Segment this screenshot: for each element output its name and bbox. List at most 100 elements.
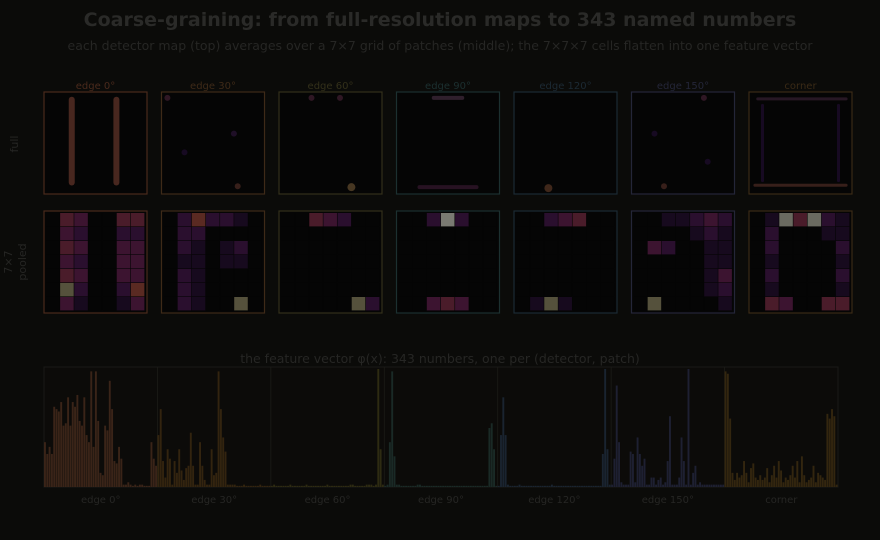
pooled-cell — [516, 269, 530, 283]
pooled-cell — [751, 227, 765, 241]
feature-bar — [759, 475, 762, 487]
pooled-cell — [765, 227, 779, 241]
feature-bar — [557, 485, 560, 487]
pooled-cell — [661, 283, 676, 297]
feature-bar — [490, 423, 493, 487]
pooled-cell — [220, 213, 234, 227]
pooled-cell — [586, 241, 601, 255]
feature-bar — [803, 475, 806, 487]
feature-bar — [291, 485, 294, 487]
pooled-cell — [821, 227, 836, 241]
pooled-cell — [835, 213, 850, 227]
pooled-cell — [248, 227, 262, 241]
feature-bar — [152, 458, 155, 487]
feature-bar — [606, 449, 609, 487]
pooled-cell — [205, 269, 220, 283]
pooled-cell — [281, 269, 295, 283]
pooled-cell — [572, 255, 587, 269]
feature-bar — [238, 485, 241, 487]
feature-bar — [729, 418, 732, 487]
feature-bar — [685, 484, 688, 487]
pooled-cell — [323, 227, 337, 241]
pooled-cell — [323, 269, 337, 283]
feature-bar — [828, 418, 831, 487]
feature-bar — [437, 485, 440, 487]
feature-bar — [530, 485, 533, 487]
pooled-cell — [365, 297, 380, 311]
feature-bar — [375, 484, 377, 487]
pooled-cell — [323, 255, 337, 269]
pooled-cell — [530, 297, 544, 311]
feature-bar — [541, 485, 544, 487]
map-blob — [661, 183, 667, 190]
pooled-cell — [647, 255, 662, 269]
feature-bar — [361, 485, 364, 487]
feature-bar — [546, 485, 549, 487]
feature-bar — [787, 479, 789, 487]
pooled-cell — [88, 297, 102, 311]
feature-bar — [520, 485, 523, 487]
feature-bar — [523, 485, 526, 487]
pooled-cell — [177, 297, 192, 311]
pooled-cell — [281, 297, 295, 311]
feature-bar — [393, 456, 396, 487]
pooled-cell — [469, 283, 483, 297]
pooled-cell — [821, 241, 836, 255]
pooled-cell — [690, 227, 704, 241]
pooled-cell — [102, 227, 117, 241]
pooled-cell — [46, 283, 60, 297]
pooled-cell — [220, 297, 234, 311]
feature-bar — [414, 485, 417, 487]
feature-bar — [83, 397, 86, 487]
map-blob — [230, 130, 237, 137]
pooled-cell — [516, 213, 530, 227]
feature-bar — [372, 485, 375, 487]
feature-bar — [298, 485, 301, 487]
feature-bar — [384, 485, 387, 487]
pooled-cell — [633, 283, 648, 297]
vector-frame — [43, 366, 839, 488]
pooled-map-panel — [160, 210, 266, 314]
feature-bar — [263, 485, 266, 487]
feature-bar — [421, 485, 424, 487]
pooled-cell — [309, 269, 323, 283]
pooled-cell — [779, 297, 793, 311]
pooled-cell — [60, 213, 74, 227]
pooled-cell — [779, 227, 793, 241]
pooled-cell — [530, 227, 544, 241]
pooled-cell — [469, 241, 483, 255]
pooled-cell — [60, 227, 74, 241]
feature-bar — [328, 485, 331, 487]
feature-bar — [277, 485, 280, 487]
pooled-cell — [793, 227, 807, 241]
feature-bar — [243, 484, 245, 487]
pooled-map-panel — [278, 210, 383, 314]
feature-bar — [629, 451, 632, 487]
pooled-cell — [633, 227, 648, 241]
feature-bar — [784, 477, 787, 487]
pooled-cell — [295, 255, 309, 269]
pooled-cell — [398, 255, 413, 269]
feature-bar — [118, 446, 120, 487]
feature-bar — [141, 484, 144, 487]
feature-bar — [134, 484, 137, 487]
feature-bar — [127, 482, 130, 487]
pooled-cell — [675, 213, 690, 227]
feature-bar — [456, 485, 458, 487]
pooled-cell — [440, 213, 455, 227]
pooled-cell — [793, 297, 807, 311]
feature-bar — [537, 485, 539, 487]
feature-bar — [69, 425, 72, 487]
pooled-cell — [793, 241, 807, 255]
pooled-cell — [586, 227, 601, 241]
pooled-cell — [60, 297, 74, 311]
pooled-cell — [426, 269, 441, 283]
feature-bar — [48, 446, 51, 487]
pooled-cell — [661, 269, 676, 283]
feature-bar — [451, 485, 454, 487]
pooled-cell — [765, 269, 779, 283]
pooled-cell — [130, 227, 145, 241]
pooled-cell — [309, 227, 323, 241]
feature-bar — [143, 485, 146, 487]
